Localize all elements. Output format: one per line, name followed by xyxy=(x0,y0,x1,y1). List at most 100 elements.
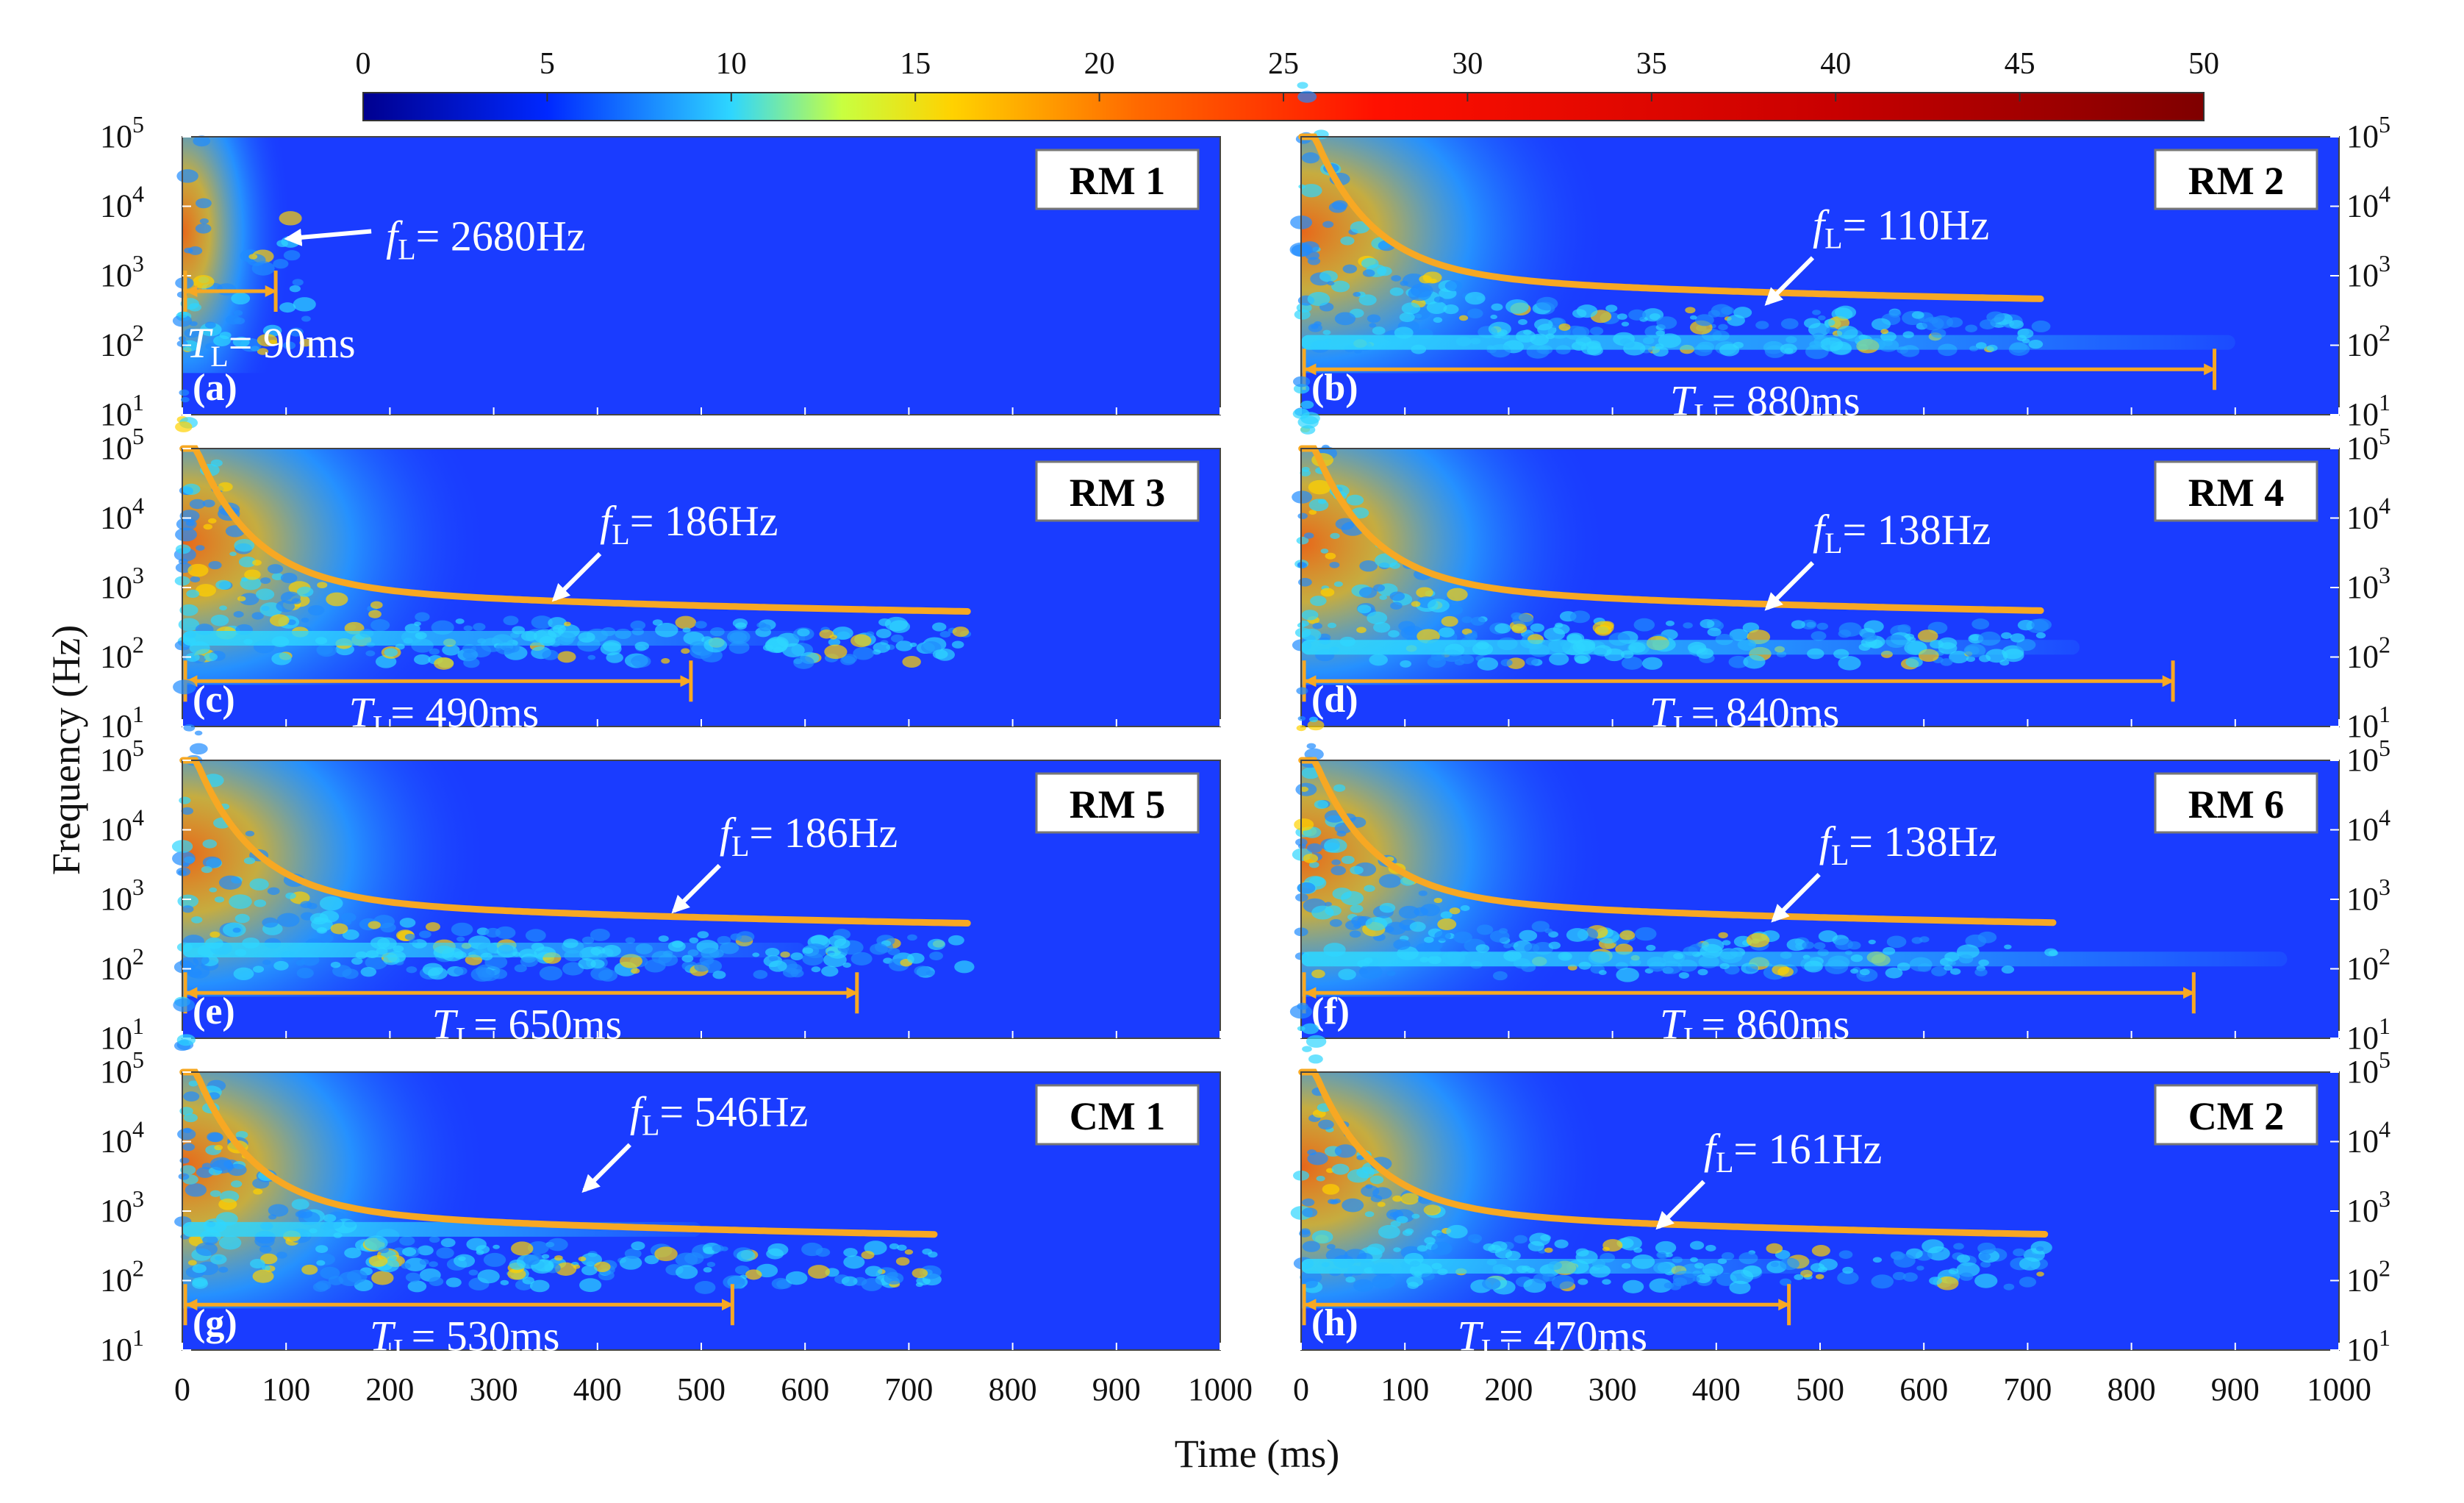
spectral-speckle xyxy=(1320,549,1329,554)
spectral-speckle xyxy=(1780,318,1799,329)
spectral-speckle xyxy=(455,618,465,624)
y-tick-exponent: 4 xyxy=(132,804,144,831)
spectral-speckle xyxy=(1544,627,1565,641)
spectral-speckle xyxy=(1300,241,1319,253)
frequency-subscript: L xyxy=(642,1109,659,1142)
spectral-speckle xyxy=(1400,660,1412,668)
spectral-speckle xyxy=(1592,621,1614,635)
spectral-speckle xyxy=(1350,904,1364,913)
spectral-speckle xyxy=(948,935,964,946)
spectral-speckle xyxy=(1786,938,1807,952)
spectral-speckle xyxy=(927,938,946,950)
x-tick-label: 100 xyxy=(1380,1371,1429,1407)
colorbar-tick-label: 45 xyxy=(2005,47,2035,81)
spectral-speckle xyxy=(541,1254,550,1259)
y-tick-exponent: 1 xyxy=(132,1013,144,1039)
frequency-subscript: L xyxy=(1824,222,1842,255)
spectral-speckle xyxy=(456,936,465,942)
spectral-speckle xyxy=(1294,818,1314,831)
spectral-speckle xyxy=(1403,627,1417,636)
spectral-speckle xyxy=(734,1265,750,1275)
spectral-speckle xyxy=(1306,843,1322,853)
y-tick-base: 10 xyxy=(100,118,132,154)
spectral-speckle xyxy=(1842,1266,1854,1274)
frequency-annotation: fL= 186Hz xyxy=(600,497,778,551)
spectral-speckle xyxy=(909,642,917,647)
spectral-speckle xyxy=(1891,1251,1905,1260)
spectral-speckle xyxy=(283,250,301,261)
spectral-speckle xyxy=(1803,318,1821,329)
spectral-speckle xyxy=(1423,1204,1441,1215)
spectral-speckle xyxy=(1544,1247,1553,1253)
spectral-speckle xyxy=(1959,1272,1974,1281)
spectral-speckle xyxy=(183,724,196,732)
duration-value: = 880ms xyxy=(1712,376,1860,424)
spectral-speckle xyxy=(850,634,872,648)
spectral-speckle xyxy=(1880,329,1889,335)
spectral-speckle xyxy=(2019,1277,2037,1288)
spectral-speckle xyxy=(1349,930,1361,938)
spectral-speckle xyxy=(1817,315,1826,321)
spectral-speckle xyxy=(262,960,271,965)
y-tick-exponent: 4 xyxy=(2379,181,2390,207)
spectral-speckle xyxy=(904,1249,914,1255)
spectral-speckle xyxy=(1505,1250,1521,1261)
frequency-subscript: L xyxy=(731,829,749,863)
spectral-speckle xyxy=(578,1256,587,1262)
spectral-speckle xyxy=(1385,921,1407,935)
spectral-speckle xyxy=(429,1277,444,1286)
spectral-speckle xyxy=(1816,622,1829,630)
spectral-speckle xyxy=(1294,309,1311,320)
spectral-speckle xyxy=(1622,1279,1644,1293)
spectral-speckle xyxy=(829,634,837,640)
spectral-speckle xyxy=(625,937,636,943)
spectral-speckle xyxy=(1307,291,1331,307)
spectral-speckle xyxy=(1892,1271,1906,1280)
y-tick-label: 101 xyxy=(2346,1324,2390,1368)
spectral-speckle xyxy=(178,618,200,632)
spectral-speckle xyxy=(1308,861,1319,868)
y-tick-label: 104 xyxy=(100,804,144,848)
spectral-speckle xyxy=(406,966,418,974)
spectral-speckle xyxy=(407,1280,427,1293)
duration-subscript: L xyxy=(1694,397,1711,430)
spectral-speckle xyxy=(1598,970,1607,975)
spectral-speckle xyxy=(279,211,302,226)
frequency-value: = 110Hz xyxy=(1843,201,1990,249)
spectral-speckle xyxy=(296,586,314,597)
spectral-speckle xyxy=(1978,1253,1991,1261)
y-tick-base: 10 xyxy=(2346,327,2379,363)
spectral-speckle xyxy=(1297,90,1317,103)
spectral-speckle xyxy=(1292,376,1311,388)
spectral-speckle xyxy=(510,1241,534,1256)
spectral-speckle xyxy=(1705,1244,1716,1252)
duration-annotation: TL= 840ms xyxy=(1650,688,1840,742)
y-tick-exponent: 1 xyxy=(2379,1013,2390,1039)
frequency-value: = 161Hz xyxy=(1733,1125,1882,1173)
spectral-speckle xyxy=(1477,657,1499,671)
spectral-speckle xyxy=(932,622,947,632)
spectral-speckle xyxy=(189,321,198,326)
x-tick-label: 600 xyxy=(1899,1371,1948,1407)
colorbar-tick-label: 5 xyxy=(540,47,555,81)
spectral-speckle xyxy=(1316,1175,1325,1182)
y-tick-label: 103 xyxy=(2346,562,2390,605)
spectral-speckle xyxy=(209,1190,221,1197)
frequency-annotation: fL= 161Hz xyxy=(1704,1125,1882,1179)
spectral-speckle xyxy=(259,1245,272,1254)
spectral-speckle xyxy=(267,564,284,574)
duration-symbol: T xyxy=(1458,1312,1484,1360)
spectral-speckle xyxy=(1369,1175,1384,1185)
spectral-speckle xyxy=(1308,716,1319,723)
spectral-speckle xyxy=(451,922,473,937)
spectral-speckle xyxy=(414,654,431,665)
y-tick-base: 10 xyxy=(100,500,132,536)
spectral-speckle xyxy=(2013,1248,2026,1257)
spectral-speckle xyxy=(1350,221,1370,234)
spectral-speckle xyxy=(209,887,218,893)
spectral-speckle xyxy=(1528,1240,1544,1252)
spectral-speckle xyxy=(276,913,300,927)
